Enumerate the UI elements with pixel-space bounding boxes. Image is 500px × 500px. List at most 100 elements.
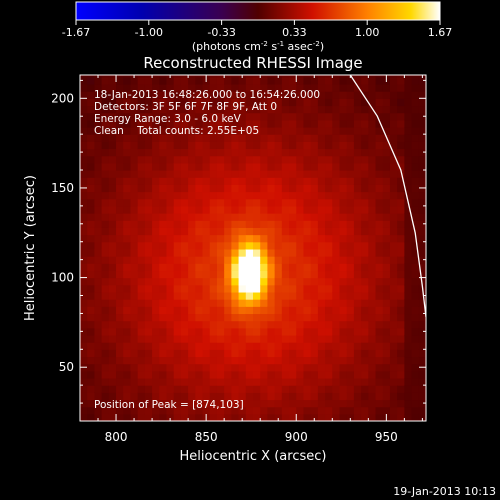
heatmap-cell xyxy=(389,349,398,358)
heatmap-cell xyxy=(303,134,312,142)
heatmap-cell xyxy=(404,413,413,421)
heatmap-cell xyxy=(173,105,182,114)
heatmap-cell xyxy=(346,299,355,307)
heatmap-cell xyxy=(418,299,426,307)
heatmap-cell xyxy=(310,205,319,214)
heatmap-cell xyxy=(238,155,247,164)
heatmap-cell xyxy=(152,320,160,329)
heatmap-cell xyxy=(87,306,96,315)
heatmap-cell xyxy=(267,105,276,114)
heatmap-cell xyxy=(245,191,254,200)
heatmap-cell xyxy=(325,327,333,336)
heatmap-cell xyxy=(195,334,204,343)
heatmap-cell xyxy=(130,162,139,171)
heatmap-cell xyxy=(202,370,211,379)
heatmap-cell xyxy=(101,213,110,221)
heatmap-cell xyxy=(195,198,204,207)
heatmap-cell xyxy=(303,191,312,200)
heatmap-cell xyxy=(116,299,124,307)
heatmap-cell xyxy=(404,291,413,300)
heatmap-cell xyxy=(368,126,377,135)
heatmap-cell xyxy=(332,342,341,350)
heatmap-cell xyxy=(267,184,276,193)
heatmap-cell xyxy=(188,213,196,221)
heatmap-cell xyxy=(382,191,391,200)
heatmap-cell xyxy=(253,270,261,279)
heatmap-cell xyxy=(216,76,225,85)
heatmap-cell xyxy=(137,198,146,207)
heatmap-cell xyxy=(216,241,225,250)
heatmap-cell xyxy=(245,184,254,193)
heatmap-cell xyxy=(389,248,398,257)
heatmap-cell xyxy=(188,155,196,164)
heatmap-cell xyxy=(116,126,124,135)
heatmap-cell xyxy=(418,342,426,350)
heatmap-cell xyxy=(296,377,305,386)
heatmap-cell xyxy=(108,213,117,221)
heatmap-cell xyxy=(375,227,384,236)
heatmap-cell xyxy=(253,76,261,85)
heatmap-cell xyxy=(375,399,384,408)
heatmap-cell xyxy=(346,363,355,372)
heatmap-cell xyxy=(231,170,240,178)
heatmap-cell xyxy=(116,363,124,372)
heatmap-cell xyxy=(274,349,283,358)
heatmap-cell xyxy=(317,227,326,236)
heatmap-cell xyxy=(166,134,175,142)
heatmap-cell xyxy=(260,126,269,135)
heatmap-cell xyxy=(289,126,297,135)
heatmap-cell xyxy=(260,256,269,264)
heatmap-cell xyxy=(231,385,240,393)
heatmap-cell xyxy=(173,213,182,221)
heatmap-cell xyxy=(339,83,348,92)
heatmap-cell xyxy=(188,299,196,307)
heatmap-cell xyxy=(224,105,232,114)
heatmap-cell xyxy=(195,213,204,221)
heatmap-cell xyxy=(87,191,96,200)
heatmap-cell xyxy=(361,98,369,107)
heatmap-cell xyxy=(144,184,153,193)
heatmap-cell xyxy=(339,155,348,164)
heatmap-cell xyxy=(353,191,362,200)
heatmap-cell xyxy=(166,112,175,121)
heatmap-cell xyxy=(180,334,189,343)
heatmap-cell xyxy=(303,306,312,315)
heatmap-cell xyxy=(303,148,312,157)
heatmap-cell xyxy=(274,170,283,178)
heatmap-cell xyxy=(123,184,132,193)
heatmap-cell xyxy=(382,299,391,307)
heatmap-cell xyxy=(137,399,146,408)
heatmap-cell xyxy=(80,277,88,286)
heatmap-cell xyxy=(180,105,189,114)
heatmap-cell xyxy=(180,370,189,379)
heatmap-cell xyxy=(404,284,413,293)
heatmap-cell xyxy=(245,263,254,272)
heatmap-cell xyxy=(274,91,283,99)
heatmap-cell xyxy=(296,213,305,221)
heatmap-cell xyxy=(310,234,319,243)
heatmap-cell xyxy=(317,377,326,386)
heatmap-cell xyxy=(281,98,290,107)
heatmap-cell xyxy=(418,177,426,185)
heatmap-cell xyxy=(224,184,232,193)
heatmap-cell xyxy=(339,363,348,372)
heatmap-cell xyxy=(339,75,348,78)
heatmap-cell xyxy=(159,119,168,128)
heatmap-cell xyxy=(289,356,297,365)
colorbar-tick-label-2: -0.33 xyxy=(207,26,235,39)
heatmap-cell xyxy=(382,306,391,315)
heatmap-cell xyxy=(144,263,153,272)
heatmap-cell xyxy=(411,406,420,415)
heatmap-cell xyxy=(267,320,276,329)
heatmap-cell xyxy=(159,385,168,393)
heatmap-cell xyxy=(188,370,196,379)
heatmap-cell xyxy=(180,313,189,322)
heatmap-cell xyxy=(346,184,355,193)
heatmap-cell xyxy=(202,363,211,372)
heatmap-cell xyxy=(346,98,355,107)
colorbar-unit-label: (photons cm-2 s-1 asec-2) xyxy=(192,40,324,53)
heatmap-cell xyxy=(375,327,384,336)
heatmap-cell xyxy=(166,377,175,386)
heatmap-cell xyxy=(361,170,369,178)
heatmap-cell xyxy=(144,105,153,114)
